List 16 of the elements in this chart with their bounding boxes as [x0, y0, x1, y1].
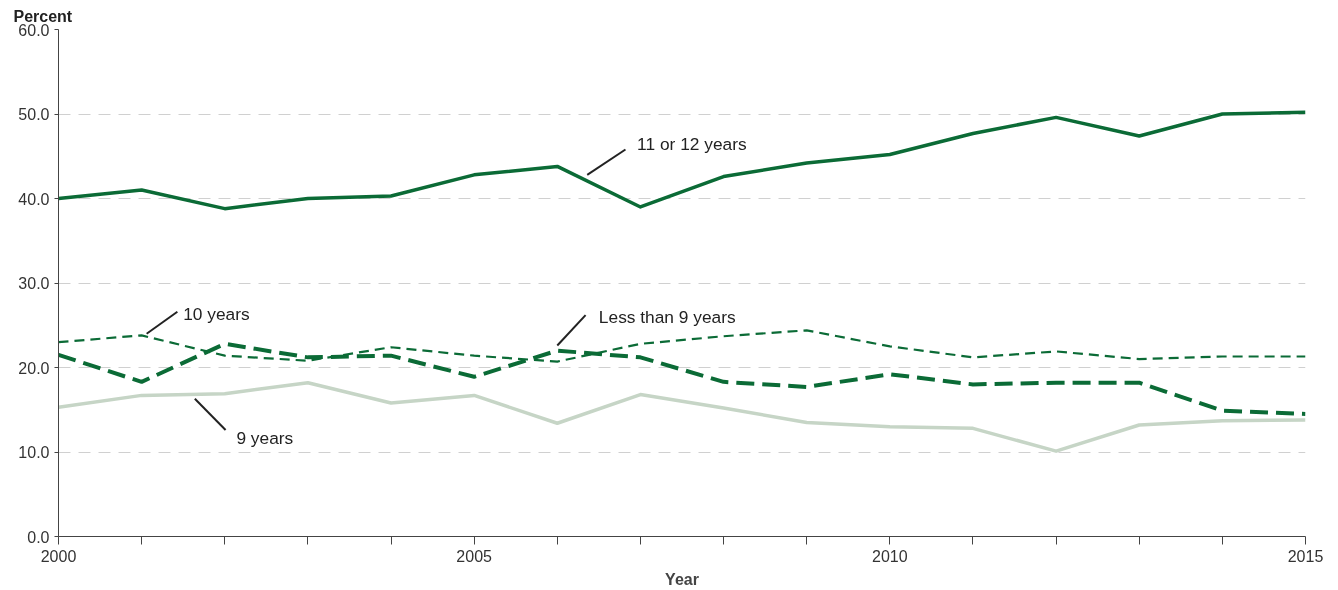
y-tick-label: 0.0 — [27, 528, 50, 546]
y-tick-label: 50.0 — [18, 106, 50, 123]
x-tick-label: 2000 — [40, 547, 77, 565]
x-tick-label: 2010 — [872, 547, 908, 565]
x-tick-label: 2015 — [1287, 547, 1324, 565]
line-series — [58, 110, 1306, 211]
y-tick-label: 10.0 — [18, 444, 50, 461]
series-label: 10 years — [183, 304, 250, 325]
series-label: 11 or 12 years — [637, 133, 747, 154]
series-label: Less than 9 years — [598, 306, 736, 327]
x-axis-title: Year — [665, 570, 699, 588]
y-tick-label: 20.0 — [18, 359, 50, 377]
y-tick-label: 30.0 — [18, 275, 50, 292]
x-tick-label: 2005 — [456, 547, 493, 565]
y-tick-label: 40.0 — [18, 190, 50, 208]
text: 9 years — [236, 427, 294, 448]
